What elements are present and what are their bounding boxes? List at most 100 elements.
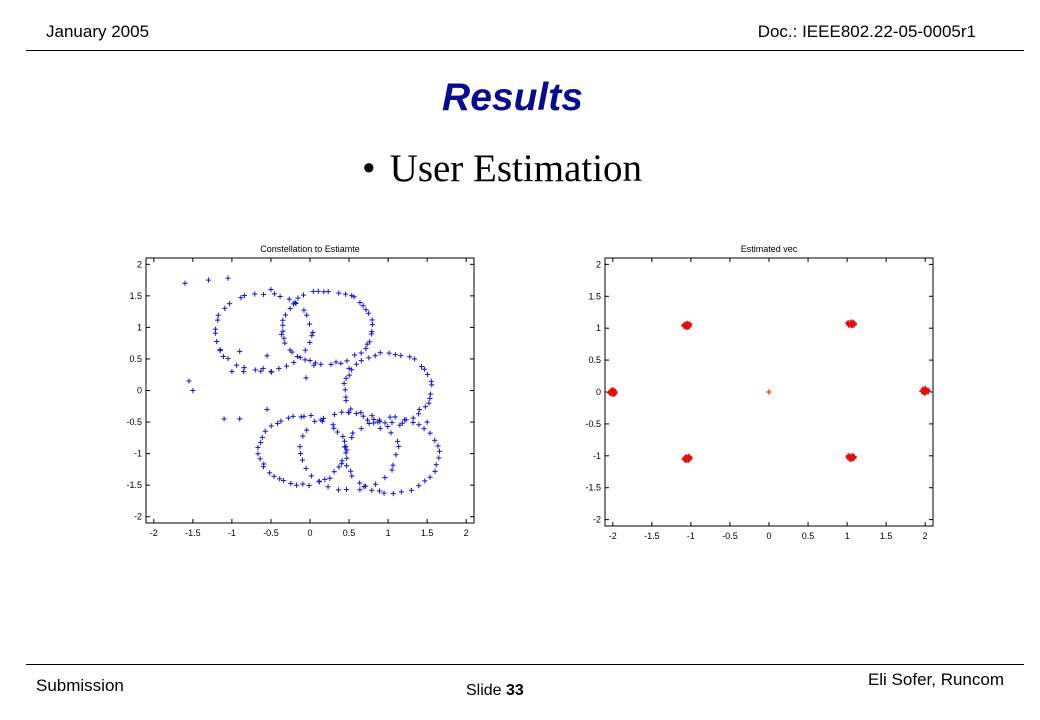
data-point [360, 303, 366, 309]
data-point [308, 473, 314, 479]
x-tick-label: 0.5 [343, 528, 356, 538]
data-point [257, 456, 263, 462]
data-point [346, 372, 352, 378]
data-point [190, 387, 196, 394]
data-point [685, 324, 691, 330]
data-point [255, 451, 261, 457]
data-point [325, 288, 331, 295]
data-point [301, 413, 307, 419]
data-point [382, 474, 388, 481]
data-point [412, 356, 418, 362]
data-point [397, 422, 403, 428]
data-point [357, 487, 363, 493]
data-point [376, 488, 383, 494]
chart-title: Estimated vec [741, 244, 798, 254]
data-point [339, 409, 345, 415]
x-tick-label: 2 [464, 528, 469, 538]
data-point [226, 301, 233, 307]
data-point [277, 293, 283, 300]
data-point [241, 364, 247, 371]
data-point [274, 420, 281, 427]
data-point [290, 301, 297, 307]
data-point [241, 368, 247, 375]
x-tick-label: -1 [228, 528, 236, 538]
data-point [366, 310, 372, 316]
data-point [334, 429, 341, 435]
data-point [346, 409, 352, 416]
header-date: January 2005 [46, 22, 150, 41]
data-point [310, 288, 316, 295]
data-point [369, 317, 375, 323]
bullet-item: • User Estimation [362, 146, 642, 191]
data-point [389, 467, 395, 473]
data-point [212, 330, 218, 336]
data-point [361, 484, 367, 490]
data-point [348, 406, 354, 412]
data-point [264, 406, 270, 413]
data-point [369, 322, 375, 328]
data-point [344, 455, 350, 461]
x-tick-label: -1 [687, 531, 695, 541]
data-point [252, 291, 258, 297]
data-point [221, 416, 227, 422]
data-point [215, 312, 221, 318]
y-tick-label: 0.5 [129, 354, 142, 364]
data-point [335, 487, 342, 493]
data-point [418, 363, 425, 370]
data-point [683, 458, 688, 463]
data-point [415, 411, 422, 417]
data-point [260, 464, 267, 470]
x-tick-label: -0.5 [263, 528, 279, 538]
data-point [408, 487, 415, 493]
data-point [429, 382, 435, 388]
x-tick-label: 1.5 [421, 528, 434, 538]
y-tick-label: 1 [137, 322, 142, 332]
header-divider [26, 50, 1024, 51]
footer-author: Eli Sofer, Runcom [867, 670, 1004, 689]
data-point [608, 388, 614, 394]
data-point [283, 363, 290, 369]
data-point [271, 473, 277, 479]
data-point [336, 290, 342, 296]
data-point [215, 317, 221, 323]
data-point [850, 455, 856, 461]
data-point [301, 307, 307, 313]
x-tick-label: 0.5 [802, 531, 815, 541]
data-point [371, 416, 377, 423]
data-point [353, 410, 359, 417]
data-point [357, 299, 363, 306]
y-tick-label: -0.5 [126, 417, 142, 427]
data-point [766, 389, 772, 395]
bullet-text: User Estimation [389, 147, 643, 190]
data-point [360, 413, 366, 419]
data-point [342, 444, 348, 450]
data-point [307, 357, 313, 364]
data-point [427, 391, 434, 397]
data-point [234, 362, 240, 368]
data-point [264, 353, 270, 359]
data-point [381, 490, 387, 496]
footer-submission: Submission [36, 676, 124, 695]
data-point [421, 366, 428, 372]
data-point [328, 361, 334, 368]
data-point [343, 375, 349, 381]
data-point [300, 292, 307, 298]
data-point [302, 347, 308, 353]
data-point [238, 295, 244, 301]
data-point [357, 480, 363, 486]
data-point [369, 328, 375, 335]
data-point [436, 455, 442, 461]
data-point [294, 353, 300, 360]
data-point [286, 296, 292, 302]
data-point [366, 355, 372, 361]
data-point [315, 288, 321, 294]
data-point [358, 358, 364, 364]
data-point [363, 345, 369, 352]
data-point [322, 476, 328, 482]
data-point [278, 418, 284, 424]
data-point [424, 371, 431, 378]
data-point [304, 312, 310, 318]
data-point [424, 419, 430, 425]
data-point [262, 428, 268, 434]
data-point [285, 415, 292, 421]
